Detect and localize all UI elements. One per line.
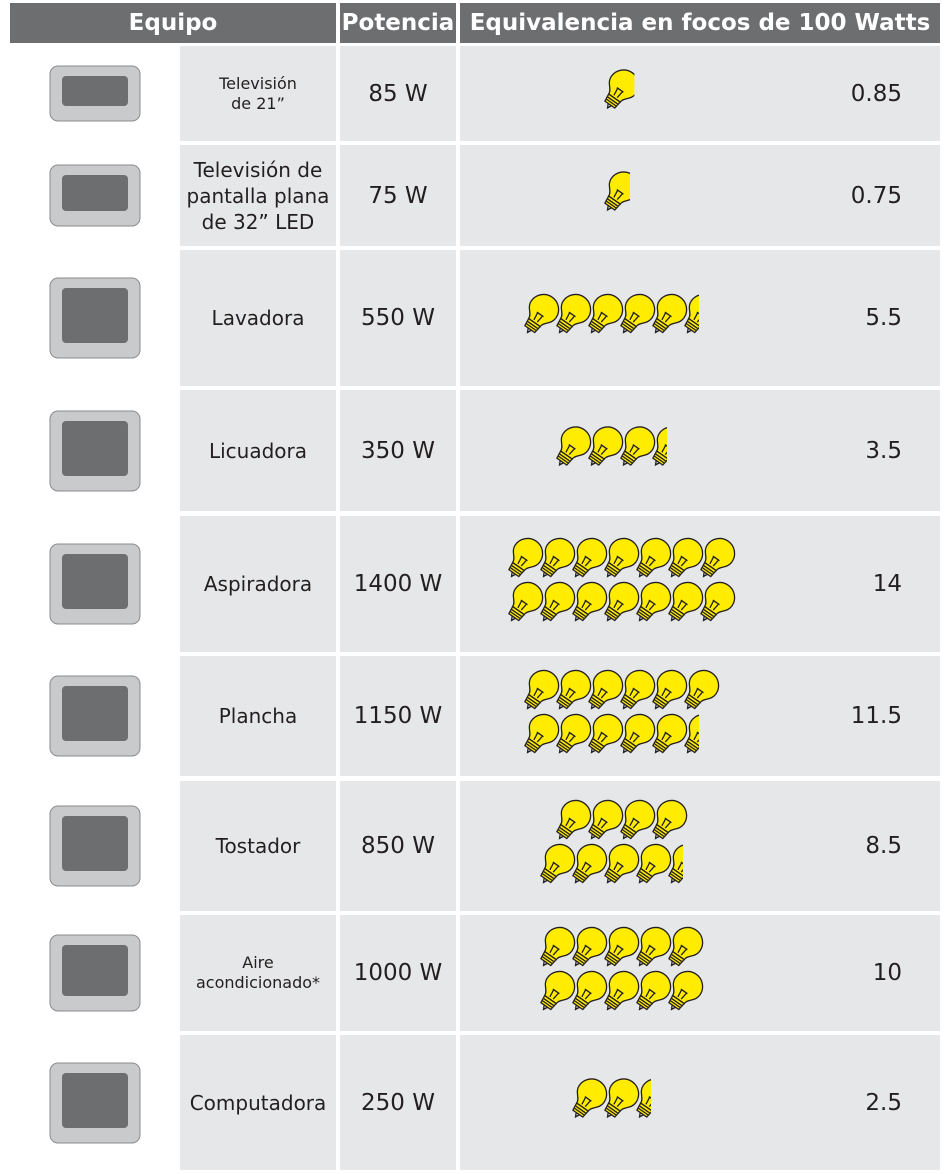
equipment-name: Tostador (180, 781, 336, 911)
bulb-group (470, 250, 810, 386)
equipment-name: Lavadora (180, 250, 336, 386)
appliance-icon (40, 671, 150, 761)
appliance-image (20, 526, 170, 642)
bulb (531, 966, 580, 1018)
bulb-group (470, 656, 810, 776)
header-cell: Equivalencia en focos de 100 Watts (460, 3, 940, 43)
equipment-name: Televisión de pantalla plana de 32” LED (180, 145, 336, 246)
header-cell: Potencia (340, 3, 456, 43)
power: 1000 W (340, 915, 456, 1031)
appliance-icon (40, 160, 150, 231)
power: 350 W (340, 390, 456, 511)
bulb-group (470, 1035, 810, 1170)
appliance-icon (40, 273, 150, 363)
equipment-name: Plancha (180, 656, 336, 776)
bulb (515, 289, 564, 341)
bulb (547, 795, 596, 847)
bulb-group (470, 915, 810, 1031)
equipment-name: Televisión de 21” (180, 46, 336, 141)
bulb (547, 421, 596, 473)
bulb (531, 922, 580, 974)
page: Equipo Potencia Equivalencia en focos de… (0, 0, 950, 1174)
bulb-group (470, 781, 810, 911)
appliance-image (20, 155, 170, 236)
bulb (515, 665, 564, 717)
power: 250 W (340, 1035, 456, 1170)
bulb (595, 64, 644, 116)
appliance-image (20, 260, 170, 376)
power: 850 W (340, 781, 456, 911)
power: 1400 W (340, 516, 456, 652)
bulb (595, 166, 644, 218)
appliance-icon (40, 539, 150, 629)
bulb-group (470, 46, 810, 141)
appliance-image (20, 925, 170, 1021)
appliance-icon (40, 1058, 150, 1148)
equipment-name: Aire acondicionado* (180, 915, 336, 1031)
bulb-group (470, 390, 810, 511)
header-cell: Equipo (10, 3, 336, 43)
equipment-name: Computadora (180, 1035, 336, 1170)
bulb-group (470, 516, 810, 652)
appliance-image (20, 1045, 170, 1160)
power: 550 W (340, 250, 456, 386)
power: 1150 W (340, 656, 456, 776)
equipment-name: Licuadora (180, 390, 336, 511)
appliance-image (20, 666, 170, 766)
bulb (563, 1073, 612, 1125)
bulb (499, 533, 548, 585)
bulb (515, 709, 564, 761)
appliance-icon (40, 930, 150, 1016)
bulb-group (470, 145, 810, 246)
appliance-image (20, 400, 170, 501)
appliance-image (20, 56, 170, 131)
power: 85 W (340, 46, 456, 141)
power: 75 W (340, 145, 456, 246)
appliance-icon (40, 406, 150, 496)
equipment-name: Aspiradora (180, 516, 336, 652)
appliance-icon (40, 801, 150, 891)
bulb (499, 577, 548, 629)
appliance-image (20, 791, 170, 901)
bulb (531, 839, 580, 891)
appliance-icon (40, 61, 150, 126)
